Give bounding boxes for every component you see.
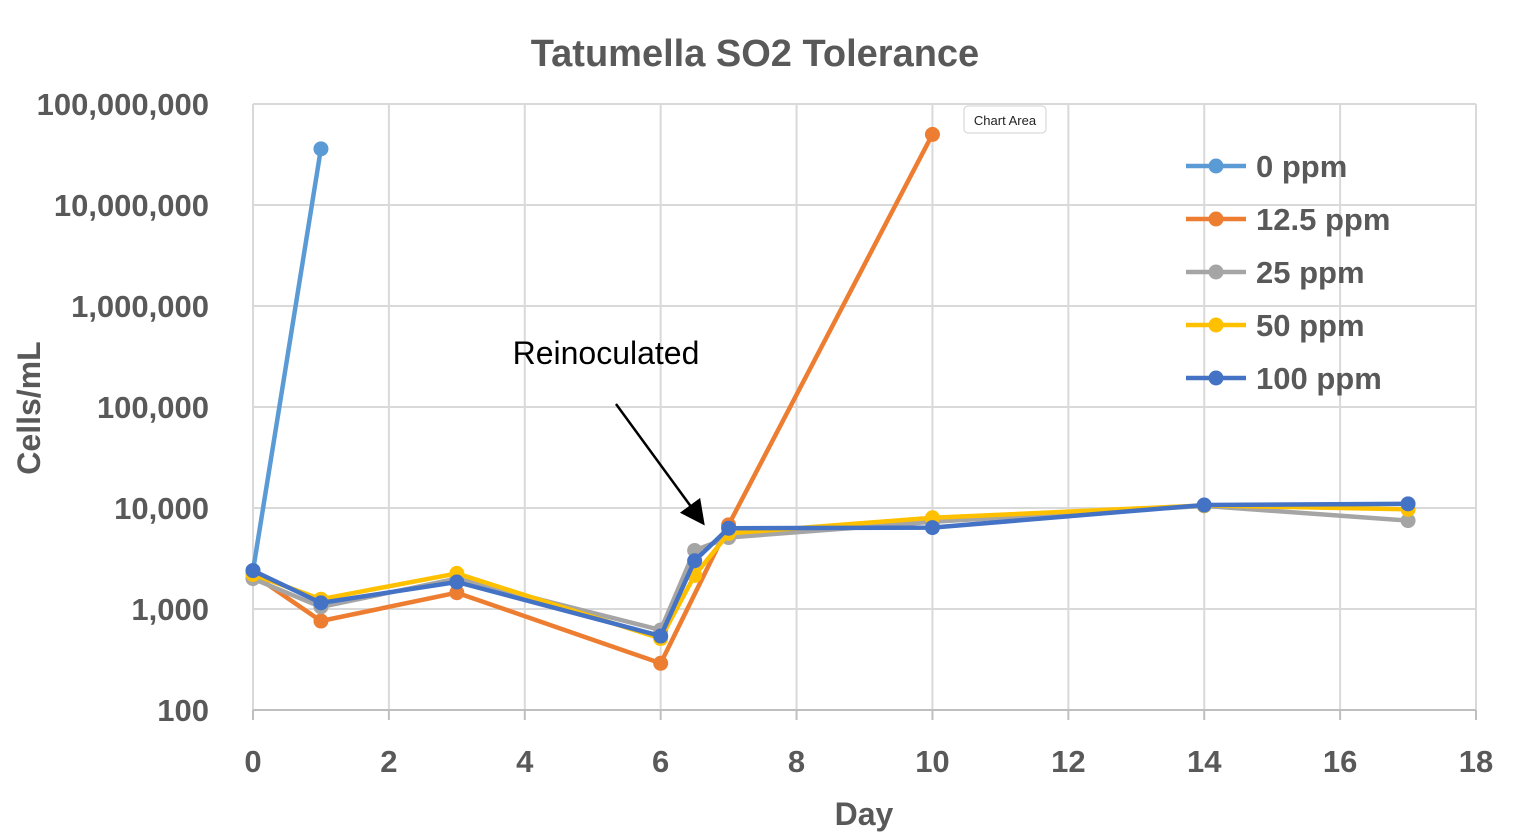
data-point-100-ppm[interactable]	[721, 520, 737, 536]
legend-label-50-ppm: 50 ppm	[1256, 308, 1365, 343]
x-tick-label: 6	[652, 744, 669, 779]
legend-marker-0-ppm	[1208, 158, 1224, 174]
x-tick-label: 10	[915, 744, 949, 779]
annotation-group: Reinoculated	[513, 335, 705, 526]
data-point-100-ppm[interactable]	[449, 574, 465, 590]
data-point-100-ppm[interactable]	[687, 553, 703, 569]
y-tick-label: 10,000	[114, 491, 209, 526]
tooltip-label: Chart Area	[974, 113, 1037, 128]
legend-label-12-5-ppm: 12.5 ppm	[1256, 202, 1390, 237]
tooltip-box	[963, 105, 1047, 134]
y-tick-label: 1,000,000	[71, 289, 209, 324]
legend-marker-50-ppm	[1208, 317, 1224, 333]
x-tick-label: 0	[244, 744, 261, 779]
x-tick-label: 2	[380, 744, 397, 779]
x-tick-label: 14	[1187, 744, 1222, 779]
x-tick-labels: 0 2 4 6 8 10 12 14 16 18	[244, 744, 1493, 779]
y-tick-label: 100,000,000	[37, 87, 209, 122]
x-tick-label: 8	[788, 744, 805, 779]
y-tick-label: 10,000,000	[54, 188, 209, 223]
data-point-12-5-ppm[interactable]	[313, 613, 329, 629]
x-tick-label: 18	[1459, 744, 1493, 779]
y-tick-labels: 100 1,000 10,000 100,000 1,000,000 10,000,000…	[37, 87, 209, 728]
legend[interactable]: 0 ppm 12.5 ppm 25 ppm 50 ppm 100 ppm	[1186, 149, 1390, 396]
gridlines	[252, 103, 1477, 720]
x-tick-label: 4	[516, 744, 534, 779]
data-point-100-ppm[interactable]	[1196, 497, 1212, 513]
series-group	[245, 126, 1416, 671]
data-point-0-ppm[interactable]	[313, 141, 329, 157]
data-point-100-ppm[interactable]	[245, 563, 261, 579]
legend-marker-25-ppm	[1208, 264, 1224, 280]
data-point-100-ppm[interactable]	[924, 520, 940, 536]
legend-marker-100-ppm	[1208, 370, 1224, 386]
data-point-12-5-ppm[interactable]	[924, 126, 940, 142]
data-point-12-5-ppm[interactable]	[449, 585, 465, 601]
legend-label-100-ppm: 100 ppm	[1256, 361, 1382, 396]
y-tick-label: 100,000	[97, 390, 209, 425]
chart-title: Tatumella SO2 Tolerance	[531, 33, 979, 75]
x-tick-label: 16	[1323, 744, 1357, 779]
y-tick-label: 1,000	[131, 592, 209, 627]
series-line-0-ppm[interactable]	[250, 148, 324, 571]
y-axis-label: Cells/mL	[11, 341, 47, 474]
x-tick-label: 12	[1051, 744, 1085, 779]
data-point-100-ppm[interactable]	[313, 595, 329, 611]
data-point-12-5-ppm[interactable]	[653, 655, 669, 671]
legend-label-0-ppm: 0 ppm	[1256, 149, 1347, 184]
x-axis-label: Day	[835, 796, 894, 832]
annotation-reinoculated: Reinoculated	[513, 335, 700, 371]
y-tick-label: 100	[157, 693, 209, 728]
legend-label-25-ppm: 25 ppm	[1256, 255, 1365, 290]
data-point-25-ppm[interactable]	[1400, 513, 1416, 529]
series-line-12-5-ppm[interactable]	[251, 133, 935, 666]
data-point-100-ppm[interactable]	[1400, 496, 1416, 512]
legend-marker-12-5-ppm	[1208, 211, 1224, 227]
chart-area-tooltip: Chart Area	[963, 105, 1047, 134]
data-point-100-ppm[interactable]	[653, 628, 669, 644]
annotation-arrow	[614, 403, 705, 526]
